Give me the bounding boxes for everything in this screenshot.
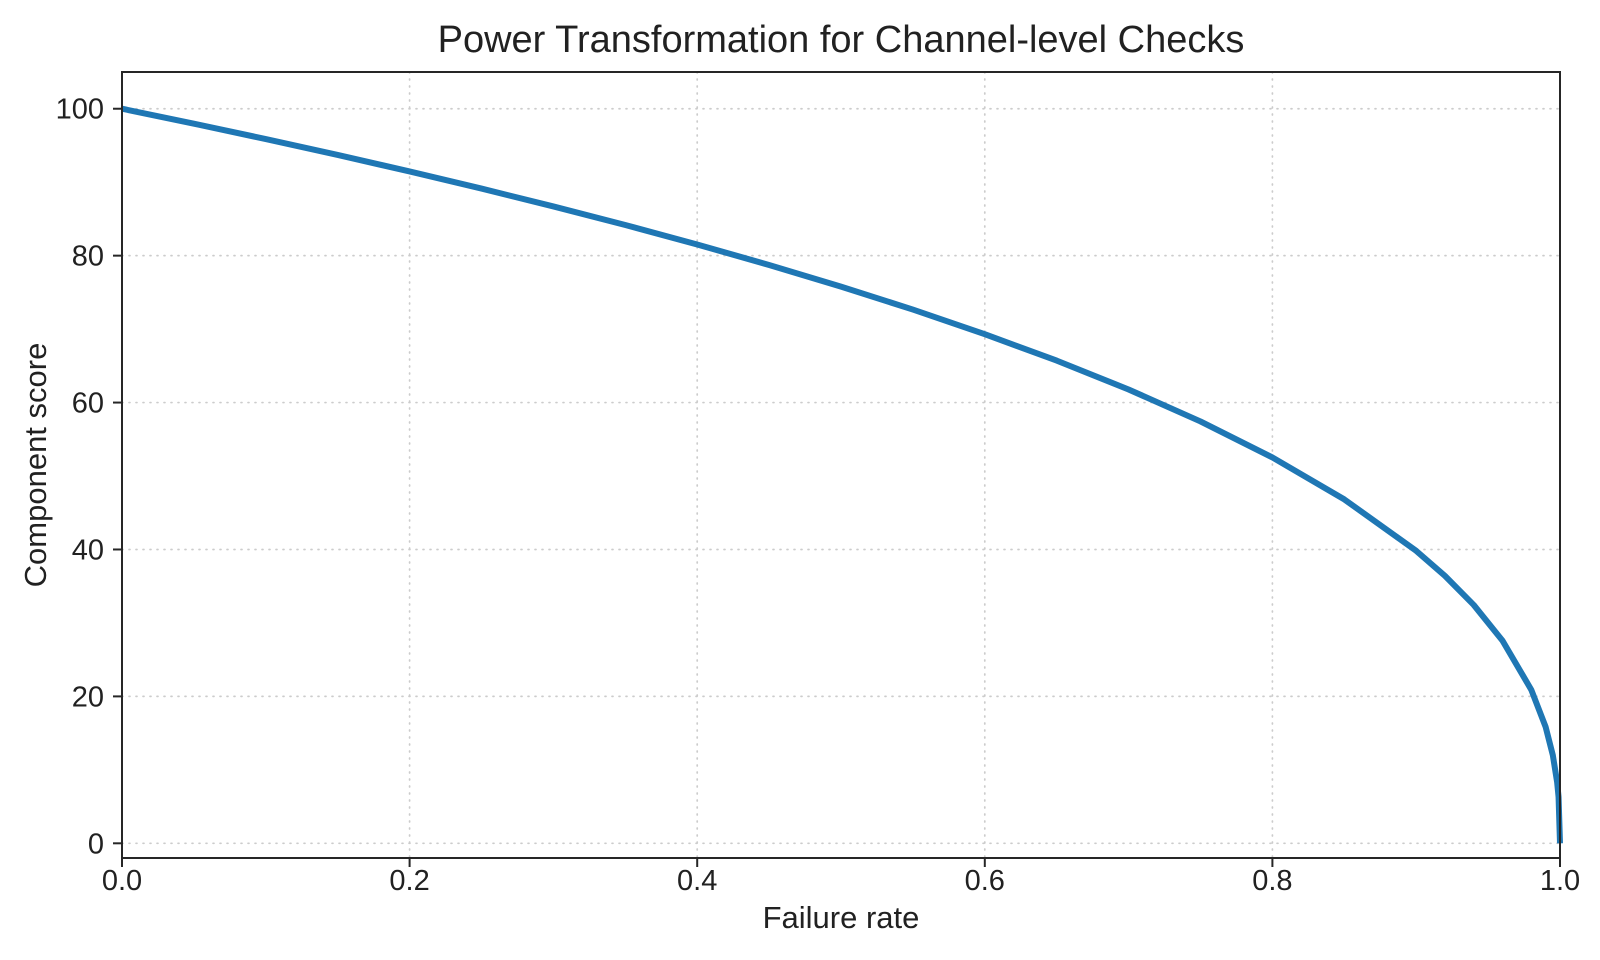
y-tick-label: 80 xyxy=(72,241,104,273)
series-layer xyxy=(121,105,1563,844)
x-axis-label: Failure rate xyxy=(763,900,920,935)
y-tick-label: 20 xyxy=(72,681,104,713)
grid-layer xyxy=(121,71,1561,859)
x-tick-label: 0.0 xyxy=(102,865,142,897)
y-tick-label: 0 xyxy=(88,828,104,860)
plot-border xyxy=(121,71,1561,859)
tick-label-layer: 0.0 0.2 0.4 0.6 0.8 1.0 0 20 40 60 80 100 xyxy=(56,94,1581,897)
chart-title: Power Transformation for Channel-level C… xyxy=(438,19,1245,61)
x-tick-label: 0.4 xyxy=(677,865,717,897)
frame-layer xyxy=(113,71,1561,867)
x-tick-label: 0.8 xyxy=(1252,865,1292,897)
x-tick-label: 1.0 xyxy=(1540,865,1580,897)
x-tick-label: 0.6 xyxy=(965,865,1005,897)
x-tick-label: 0.2 xyxy=(389,865,429,897)
y-tick-label: 60 xyxy=(72,388,104,420)
y-axis-label: Component score xyxy=(18,343,53,588)
y-tick-label: 40 xyxy=(72,534,104,566)
y-tick-label: 100 xyxy=(56,94,104,126)
component-score-curve xyxy=(121,105,1563,844)
